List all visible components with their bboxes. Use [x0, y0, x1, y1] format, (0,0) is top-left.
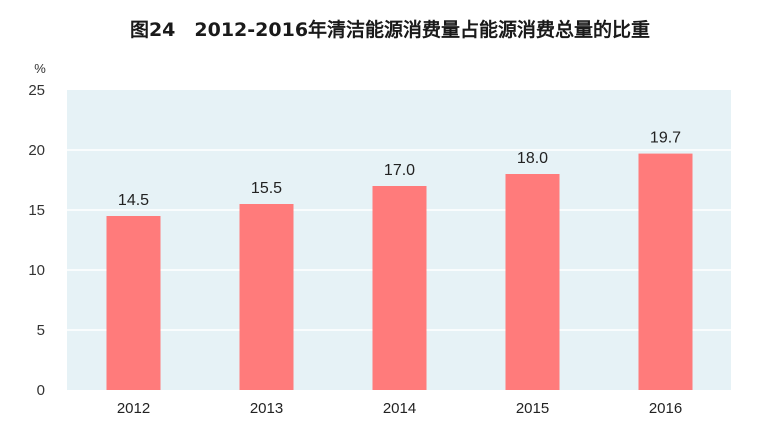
x-tick-label-2014: 2014 [383, 400, 416, 417]
x-tick-label-2013: 2013 [250, 400, 283, 417]
y-axis-ticks: 0 5 10 15 20 25 [28, 82, 45, 399]
value-label-2012: 14.5 [118, 192, 149, 209]
bar-2012 [106, 216, 161, 390]
x-tick-label-2012: 2012 [117, 400, 150, 417]
value-label-2016: 19.7 [650, 130, 681, 147]
y-tick-label: 5 [37, 322, 45, 339]
bar-2013 [239, 204, 294, 390]
y-tick-label: 20 [28, 142, 45, 159]
bar-2014 [372, 186, 427, 390]
y-tick-label: 15 [28, 202, 45, 219]
chart-title: 图24 2012-2016年清洁能源消费量占能源消费总量的比重 [130, 18, 650, 41]
x-axis-ticks: 2012 2013 2014 2015 2016 [117, 400, 682, 417]
x-tick-label-2015: 2015 [516, 400, 549, 417]
y-tick-label: 25 [28, 82, 45, 99]
y-tick-label: 10 [28, 262, 45, 279]
bars [106, 153, 693, 390]
bar-2016 [638, 153, 693, 390]
y-tick-label: 0 [37, 382, 45, 399]
value-label-2014: 17.0 [384, 162, 415, 179]
bar-2015 [505, 174, 560, 390]
value-label-2015: 18.0 [517, 150, 548, 167]
value-label-2013: 15.5 [251, 180, 282, 197]
y-axis-unit-label: % [34, 61, 46, 76]
x-tick-label-2016: 2016 [649, 400, 682, 417]
value-labels: 14.5 15.5 17.0 18.0 19.7 [118, 130, 681, 209]
